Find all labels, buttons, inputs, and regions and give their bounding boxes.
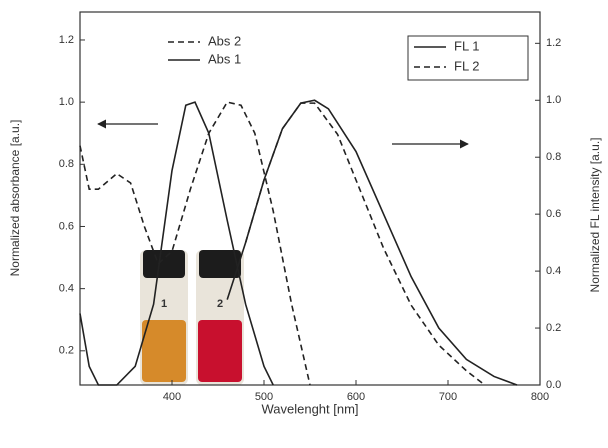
y-axis-label: Normalized absorbance [a.u.]	[8, 120, 22, 277]
series-line	[79, 101, 274, 386]
y-tick-label: 0.6	[59, 220, 74, 232]
y-tick-label: 1.0	[59, 96, 74, 108]
x-tick-label: 800	[531, 391, 549, 403]
y-tick-label: 0.2	[59, 345, 74, 357]
x-tick-label: 400	[163, 391, 181, 403]
legend-label: Abs 2	[208, 33, 241, 48]
inset-label: 1	[161, 298, 167, 310]
x-tick-label: 700	[439, 391, 457, 403]
series-line	[79, 101, 311, 386]
y2-axis-label: Normalized FL intensity [a.u.]	[588, 138, 602, 293]
x-tick-label: 600	[347, 391, 365, 403]
y2-tick-label: 0.0	[546, 379, 561, 391]
y-tick-label: 0.4	[59, 283, 74, 295]
legend-box	[407, 35, 529, 81]
inset-label: 2	[217, 298, 223, 310]
y2-tick-label: 1.2	[546, 37, 561, 49]
y-tick-label: 0.8	[59, 158, 74, 170]
y2-tick-label: 0.8	[546, 151, 561, 163]
series-line	[244, 102, 486, 386]
y2-tick-label: 0.6	[546, 208, 561, 220]
legend-label: Abs 1	[208, 51, 241, 66]
legend-label: FL 2	[454, 58, 480, 73]
inset-photo	[140, 250, 244, 385]
y2-tick-label: 1.0	[546, 94, 561, 106]
y2-tick-label: 0.4	[546, 265, 561, 277]
y2-tick-label: 0.2	[546, 322, 561, 334]
legend-label: FL 1	[454, 38, 480, 53]
y-tick-label: 1.2	[59, 34, 74, 46]
series-line	[226, 99, 518, 386]
x-axis-label: Wavelenght [nm]	[261, 401, 358, 416]
x-tick-label: 500	[255, 391, 273, 403]
